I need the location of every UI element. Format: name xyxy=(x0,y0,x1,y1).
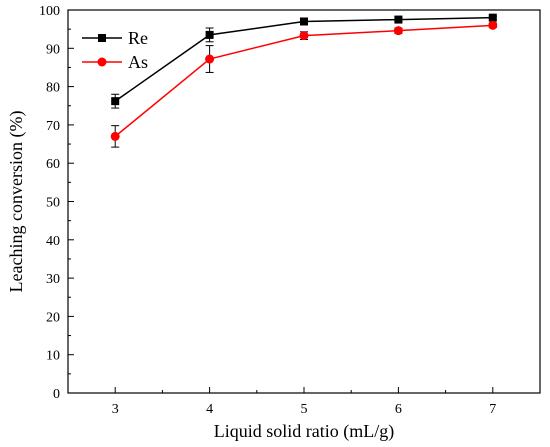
legend-label: Re xyxy=(128,28,148,48)
y-tick-label: 80 xyxy=(46,81,60,96)
legend-label: As xyxy=(128,52,148,72)
data-point xyxy=(110,131,120,141)
y-tick-label: 40 xyxy=(46,234,60,249)
legend-marker xyxy=(97,57,107,67)
data-point xyxy=(393,26,403,36)
axes: 0 10 20 30 40 50 60 70 80 90 100 3 4 5 6 7 xyxy=(39,4,541,417)
data-point xyxy=(300,17,308,26)
y-tick-label: 0 xyxy=(53,387,60,402)
data-point xyxy=(205,54,215,64)
y-tick-label: 60 xyxy=(46,157,60,172)
y-tick-label: 50 xyxy=(46,196,60,211)
x-tick-label: 7 xyxy=(489,402,496,417)
x-axis-title: Liquid solid ratio (mL/g) xyxy=(214,421,394,442)
data-point xyxy=(205,30,214,39)
series-line xyxy=(114,16,493,102)
plot-series xyxy=(110,13,498,148)
data-point xyxy=(299,31,309,41)
y-tick-label: 20 xyxy=(46,310,60,325)
x-tick-label: 5 xyxy=(301,402,308,417)
x-tick-label: 3 xyxy=(112,402,119,417)
data-point xyxy=(488,13,497,22)
y-tick-label: 70 xyxy=(46,119,60,134)
legend: Re As xyxy=(82,28,148,72)
data-point xyxy=(488,20,498,30)
series-line xyxy=(114,24,493,137)
y-tick-label: 10 xyxy=(46,349,60,364)
series-as xyxy=(110,20,498,148)
y-tick-label: 100 xyxy=(39,4,60,19)
y-tick-label: 90 xyxy=(46,42,60,57)
x-tick-label: 4 xyxy=(206,402,213,417)
series-re xyxy=(111,13,497,109)
legend-marker xyxy=(98,34,106,42)
data-point xyxy=(111,97,120,106)
x-tick-label: 6 xyxy=(395,402,402,417)
data-point xyxy=(394,15,403,24)
y-axis-title: Leaching conversion (%) xyxy=(6,111,27,293)
y-tick-label: 30 xyxy=(46,272,60,287)
